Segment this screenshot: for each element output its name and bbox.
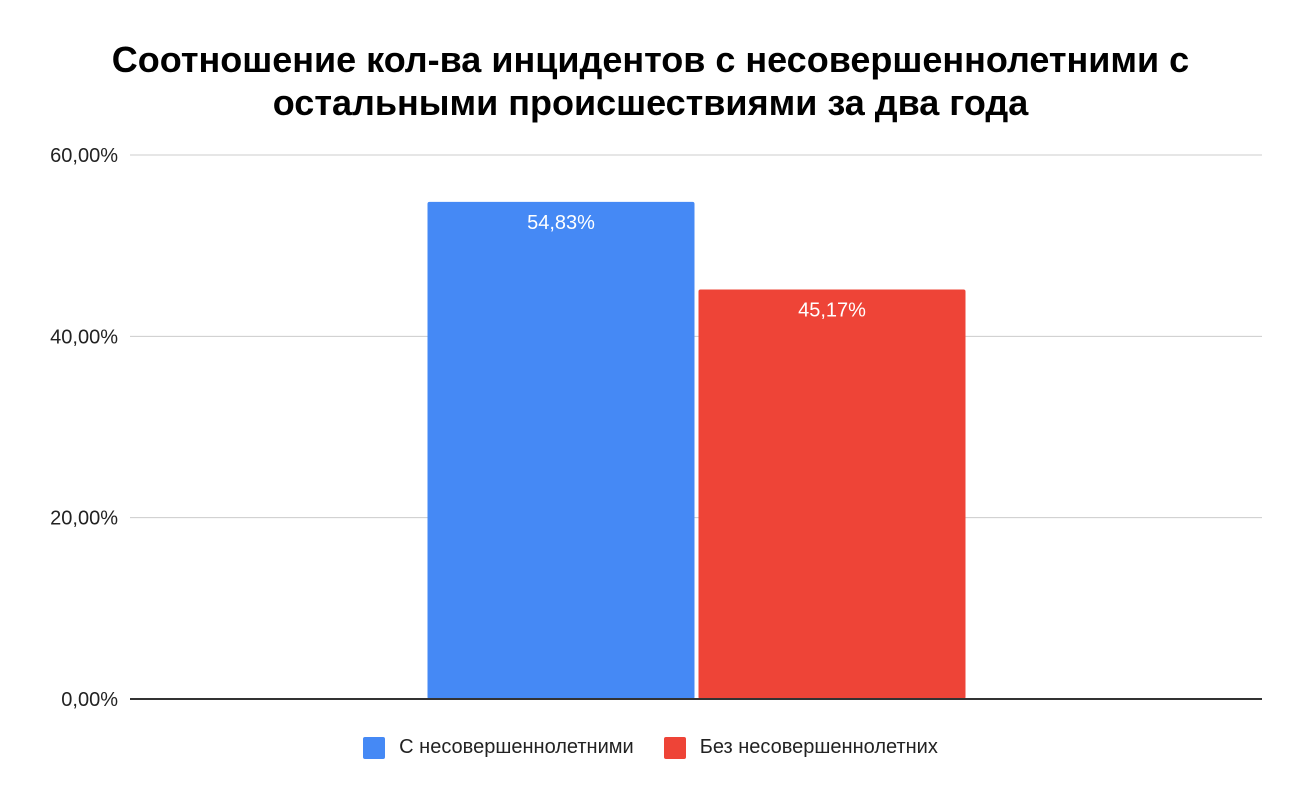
legend: С несовершеннолетними Без несовершенноле… (0, 736, 1301, 759)
y-tick-label: 20,00% (50, 508, 118, 530)
legend-label-series-2: Без несовершеннолетних (699, 736, 938, 758)
data-label-series-2: 45,17% (798, 299, 866, 321)
chart-title: Соотношение кол-ва инцидентов с несоверш… (0, 38, 1301, 124)
y-axis-ticks: 0,00% 20,00% 40,00% 60,00% (50, 145, 118, 711)
bar-series-1[interactable] (427, 201, 695, 699)
legend-label-series-1: С несовершеннолетними (399, 736, 634, 758)
gridlines (130, 154, 1262, 519)
legend-swatch-series-2 (663, 736, 686, 759)
y-tick-label: 40,00% (50, 326, 118, 348)
y-tick-label: 60,00% (50, 145, 118, 167)
y-tick-label: 0,00% (61, 689, 118, 711)
bars (427, 201, 966, 699)
legend-swatch-series-1 (363, 736, 386, 759)
data-labels: 54,83% 45,17% (527, 212, 866, 322)
chart-title-line-1: Соотношение кол-ва инцидентов с несоверш… (111, 39, 1190, 80)
legend-item-series-2[interactable]: Без несовершеннолетних (663, 736, 938, 759)
legend-item-series-1[interactable]: С несовершеннолетними (363, 736, 634, 759)
bar-series-2[interactable] (698, 289, 966, 699)
data-label-series-1: 54,83% (527, 212, 595, 234)
chart-title-line-2: остальными происшествиями за два года (272, 82, 1029, 123)
